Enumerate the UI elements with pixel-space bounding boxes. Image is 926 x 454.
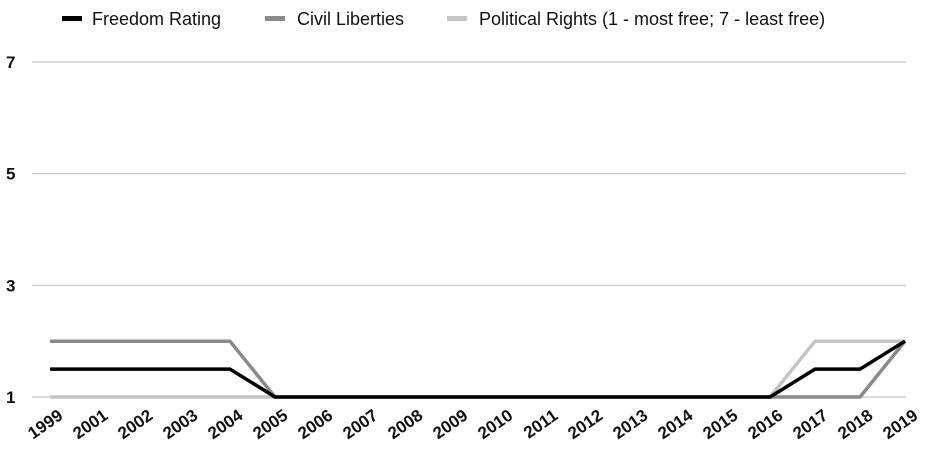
x-tick-label: 2018 xyxy=(834,406,876,443)
x-tick-label: 2013 xyxy=(609,406,651,443)
x-tick-label: 2011 xyxy=(520,406,561,443)
x-tick-label: 2005 xyxy=(249,406,291,443)
series-lines xyxy=(50,339,907,399)
x-tick-label: 2003 xyxy=(159,406,201,443)
legend-label: Civil Liberties xyxy=(297,9,404,29)
x-tick-label: 2009 xyxy=(429,406,471,443)
y-tick-label: 7 xyxy=(6,53,15,72)
x-tick-label: 2017 xyxy=(789,406,831,443)
x-tick-label: 2019 xyxy=(879,406,921,443)
legend-swatch xyxy=(265,16,285,21)
legend-label: Freedom Rating xyxy=(92,9,221,29)
x-tick-label: 2007 xyxy=(339,406,381,443)
x-tick-label: 2014 xyxy=(654,405,696,443)
legend-swatch xyxy=(447,16,467,21)
gridlines xyxy=(32,61,906,398)
chart-legend: Freedom Rating Civil Liberties Political R… xyxy=(62,9,825,29)
series-line-0 xyxy=(50,339,906,399)
x-tick-label: 2002 xyxy=(114,406,156,443)
x-tick-label: 2012 xyxy=(564,406,606,443)
x-tick-label: 1999 xyxy=(24,406,66,443)
x-tick-label: 2016 xyxy=(744,406,786,443)
legend-swatch xyxy=(62,16,82,21)
x-axis-ticks: 1999 2001 2002 2003 2004 2005 2006 2007 2008 2009… xyxy=(24,405,921,443)
x-tick-label: 2004 xyxy=(204,405,246,443)
x-tick-label: 2015 xyxy=(699,406,741,443)
x-tick-label: 2006 xyxy=(294,406,336,443)
x-tick-label: 2001 xyxy=(69,406,111,443)
y-tick-label: 5 xyxy=(6,165,15,184)
y-tick-label: 1 xyxy=(6,388,15,407)
x-tick-label: 2008 xyxy=(384,406,426,443)
x-tick-label: 2010 xyxy=(474,406,516,443)
y-tick-label: 3 xyxy=(6,276,15,295)
y-axis-ticks: 1 3 5 7 xyxy=(6,53,15,407)
legend-label: Political Rights (1 - most free; 7 - lea… xyxy=(479,9,825,29)
